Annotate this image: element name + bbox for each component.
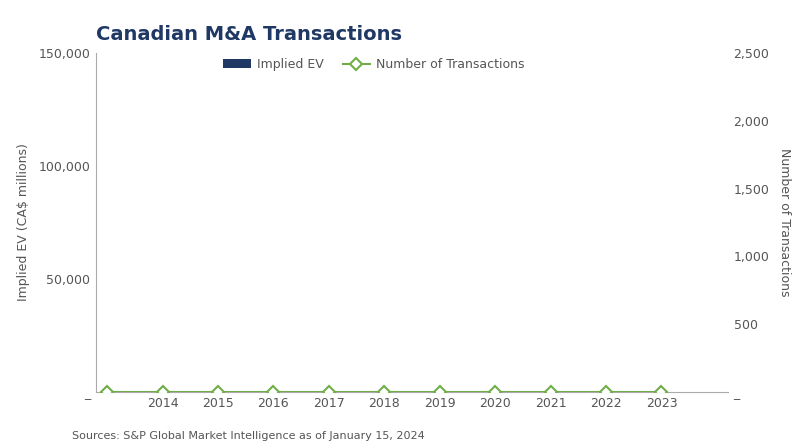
Text: Sources: S&P Global Market Intelligence as of January 15, 2024: Sources: S&P Global Market Intelligence … [72,431,425,441]
Text: Canadian M&A Transactions: Canadian M&A Transactions [96,24,402,44]
Legend: Implied EV, Number of Transactions: Implied EV, Number of Transactions [218,53,530,76]
Y-axis label: Number of Transactions: Number of Transactions [778,148,790,297]
Y-axis label: Implied EV (CA$ millions): Implied EV (CA$ millions) [18,144,30,301]
